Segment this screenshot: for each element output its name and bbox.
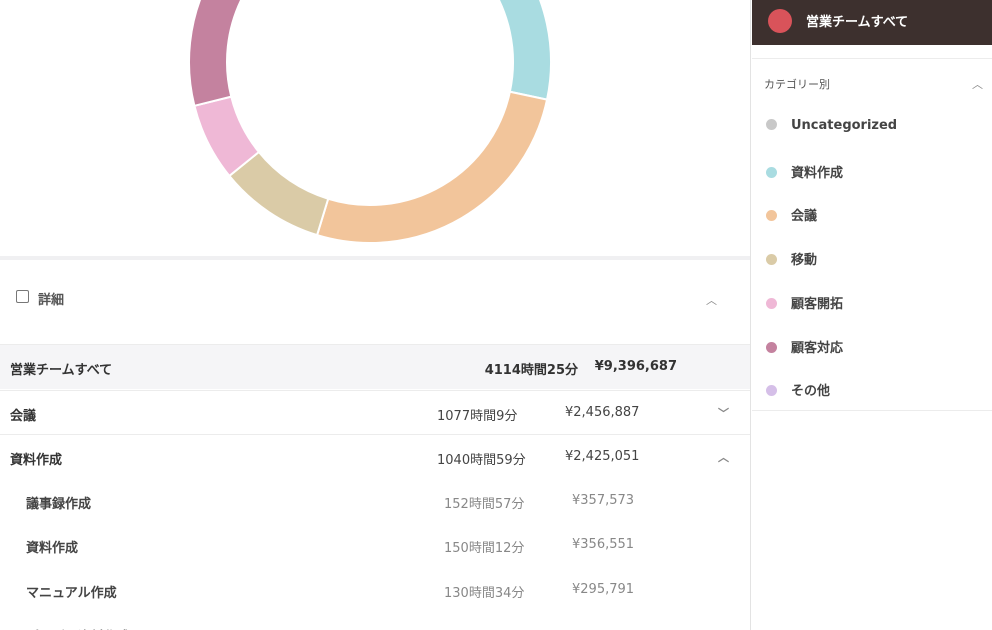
- category-name: 移動: [791, 253, 818, 269]
- divider: [0, 256, 750, 260]
- category-item[interactable]: Uncategorized: [766, 118, 897, 133]
- sidebar: 営業チームすべて カテゴリー別 ︿ Uncategorized 資料作成会議移動顧…: [752, 0, 992, 630]
- donut-segment: [188, 0, 243, 108]
- category-name: その他: [791, 384, 831, 400]
- child-row: プレゼン資料作成: [0, 612, 750, 630]
- category-item[interactable]: 移動: [766, 249, 817, 268]
- divider: [752, 410, 992, 411]
- category-name: Uncategorized: [791, 118, 898, 133]
- row-time: 1040時間59分: [437, 453, 526, 469]
- row-time: 152時間57分: [444, 496, 525, 512]
- row-time: 130時間34分: [444, 585, 525, 601]
- row-time: 150時間12分: [444, 541, 525, 557]
- row-name: プレゼン資料作成: [26, 626, 130, 630]
- category-dot: [766, 119, 777, 130]
- category-dot: [766, 166, 777, 178]
- child-row: マニュアル作成 130時間34分 ¥295,791: [0, 568, 750, 612]
- category-item[interactable]: 資料作成: [766, 162, 843, 181]
- collapse-caret[interactable]: ︿: [706, 294, 717, 307]
- category-dot: [766, 210, 777, 222]
- details-title: 詳細: [38, 293, 65, 308]
- team-icon: [768, 9, 792, 33]
- section-caret[interactable]: ︿: [972, 78, 983, 91]
- row-amount: ¥356,551: [572, 537, 635, 553]
- child-row: 議事録作成 152時間57分 ¥357,573: [0, 479, 750, 523]
- expand-caret[interactable]: ﹀: [718, 407, 729, 420]
- row-amount: ¥295,791: [572, 581, 635, 597]
- category-dot: [766, 341, 777, 353]
- category-item[interactable]: その他: [766, 380, 830, 399]
- row-name: 議事録作成: [26, 496, 92, 512]
- section-title: カテゴリー別: [764, 78, 830, 91]
- details-icon: [16, 290, 29, 303]
- total-amount: ¥9,396,687: [594, 359, 677, 374]
- row-name: 資料作成: [10, 453, 63, 469]
- team-name: 営業チームすべて: [806, 15, 909, 30]
- category-item[interactable]: 顧客対応: [766, 337, 843, 356]
- donut-segment: [497, 0, 552, 101]
- category-row: 会議 1077時間9分 ¥2,456,887 ﹀: [0, 390, 750, 435]
- category-dot: [766, 254, 777, 266]
- category-item[interactable]: 顧客開拓: [766, 293, 843, 312]
- row-amount: ¥2,425,051: [565, 449, 640, 465]
- row-name: 会議: [10, 409, 37, 424]
- category-name: 会議: [791, 209, 818, 225]
- total-time: 4114時間25分: [484, 363, 578, 378]
- category-dot: [766, 385, 777, 397]
- donut-segment: [315, 90, 549, 244]
- total-row: 営業チームすべて 4114時間25分 ¥9,396,687: [0, 344, 750, 389]
- row-amount: ¥2,456,887: [565, 405, 640, 420]
- total-name: 営業チームすべて: [10, 363, 113, 378]
- row-amount: ¥357,573: [572, 492, 635, 508]
- row-time: 1077時間9分: [437, 409, 518, 424]
- child-row: 資料作成 150時間12分 ¥356,551: [0, 523, 750, 567]
- donut-chart: [188, 0, 552, 244]
- category-item[interactable]: 会議: [766, 205, 817, 224]
- expand-caret[interactable]: ︿: [718, 451, 729, 465]
- team-header[interactable]: 営業チームすべて: [752, 0, 992, 45]
- category-name: 顧客対応: [791, 340, 844, 356]
- row-name: 資料作成: [26, 541, 79, 557]
- category-dot: [766, 297, 777, 309]
- category-name: 資料作成: [791, 165, 844, 181]
- category-row: 資料作成 1040時間59分 ¥2,425,051 ︿: [0, 434, 750, 479]
- row-name: マニュアル作成: [26, 585, 117, 601]
- category-name: 顧客開拓: [791, 296, 844, 312]
- divider: [752, 58, 992, 59]
- main-panel: 詳細 ︿ 営業チームすべて 4114時間25分 ¥9,396,687 会議 107…: [0, 0, 751, 630]
